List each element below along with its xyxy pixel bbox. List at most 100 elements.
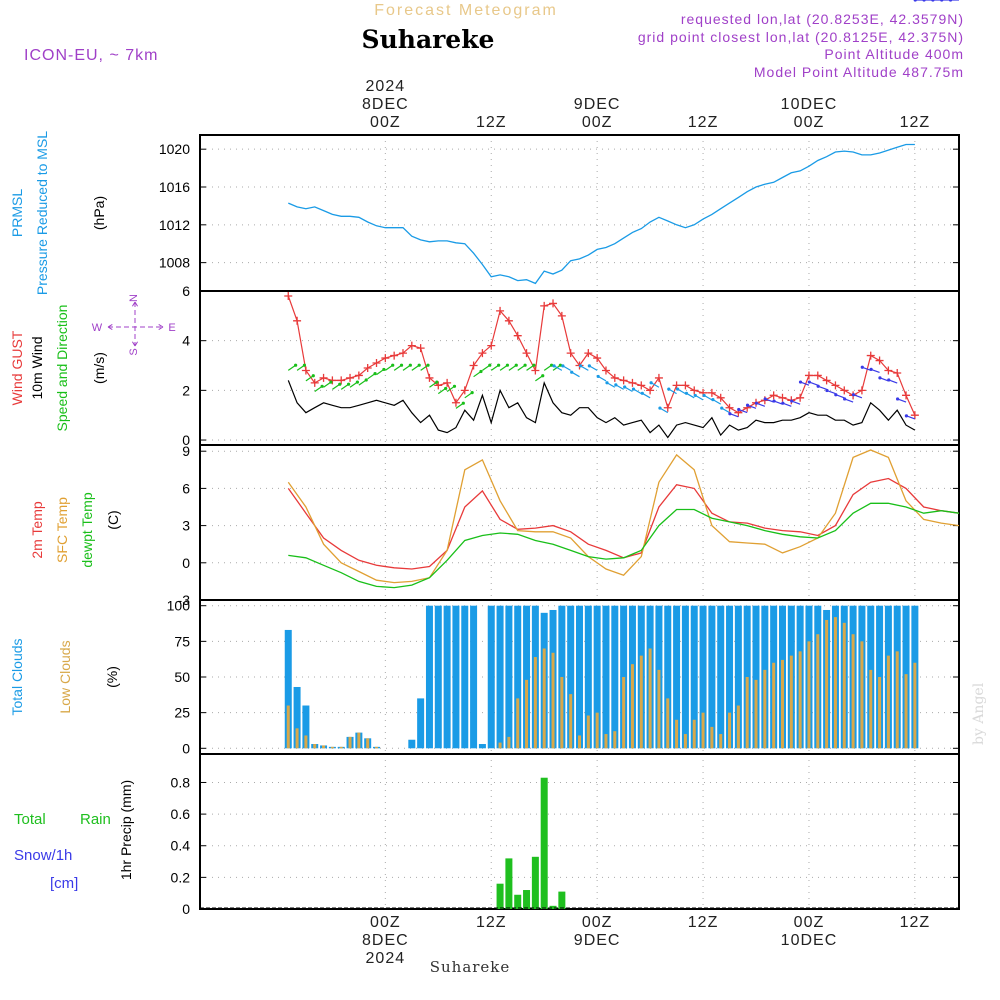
y-tick-label: 4	[182, 333, 190, 349]
gust-line	[287, 295, 916, 416]
gust-marker	[690, 386, 699, 395]
gust-marker	[469, 361, 478, 370]
requested-coordinates: requested lon,lat (20.8253E, 42.3579N)	[681, 11, 964, 27]
low-cloud-bar	[657, 669, 661, 749]
y-tick-label: 1012	[159, 217, 190, 233]
gust-marker	[451, 398, 460, 407]
y-tick-label: 0.2	[171, 869, 191, 885]
wind-direction-arrowhead	[754, 401, 758, 405]
wind-direction-arrowhead	[825, 388, 829, 393]
low-cloud-bar	[772, 662, 776, 749]
total-cloud-bar	[611, 605, 619, 749]
y-tick-label: 2	[182, 382, 190, 398]
total-cloud-bar	[434, 605, 442, 749]
low-cloud-bar	[886, 655, 890, 749]
low-cloud-bar	[604, 734, 608, 749]
gust-marker	[301, 366, 310, 375]
pressure-line	[288, 143, 915, 285]
wind-speed-line	[287, 380, 916, 439]
total-cloud-bar	[461, 605, 469, 749]
axis-label-unit: (m/s)	[91, 352, 107, 384]
label-total: Total	[14, 811, 46, 828]
low-cloud-bar	[701, 712, 705, 749]
gust-marker	[398, 349, 407, 358]
label-snow: Snow/1h	[14, 847, 72, 864]
low-cloud-bar	[780, 659, 784, 749]
low-cloud-bar	[560, 677, 564, 749]
y-tick-label: -3	[178, 592, 191, 608]
low-cloud-bar	[525, 679, 529, 749]
gust-marker	[487, 341, 496, 350]
low-cloud-bar	[692, 719, 696, 749]
low-cloud-bar	[807, 641, 811, 749]
gust-marker	[646, 386, 655, 395]
low-cloud-bar	[586, 715, 590, 749]
y-tick-label: 6	[182, 480, 190, 496]
gust-marker	[637, 381, 646, 390]
header: Forecast Meteogram Suhareke ICON-EU, ~ 7…	[24, 2, 964, 80]
gust-marker	[363, 364, 372, 372]
time-label: 10DEC	[781, 96, 838, 113]
gust-marker	[875, 356, 884, 365]
gust-marker	[725, 403, 734, 412]
rain-bar	[505, 858, 513, 909]
wind-direction-arrowhead	[426, 363, 430, 367]
gust-marker	[884, 366, 893, 375]
wind-direction-arrowhead	[772, 399, 776, 403]
gust-marker	[566, 349, 575, 358]
time-label: 8DEC	[362, 96, 409, 113]
wind-direction-arrowhead	[408, 363, 412, 367]
wind-direction-arrowhead	[614, 383, 618, 387]
total-cloud-bar	[443, 605, 451, 749]
low-cloud-bar	[904, 674, 908, 749]
wind-direction-arrowhead	[728, 412, 732, 416]
wind-direction-arrowhead	[658, 406, 662, 410]
credit-watermark: by Angel	[971, 682, 987, 745]
wind-direction-arrowhead	[338, 382, 342, 386]
gust-marker	[663, 403, 672, 412]
gust-marker	[610, 373, 619, 382]
low-cloud-bar	[842, 622, 846, 749]
wind-direction-arrowhead	[549, 363, 554, 367]
wind-direction-arrowhead	[558, 363, 562, 367]
total-cloud-bar	[496, 605, 504, 749]
low-cloud-bar	[798, 651, 802, 749]
total-cloud-bar	[602, 605, 610, 749]
gust-marker	[381, 354, 390, 363]
compass-east: E	[168, 322, 175, 334]
wind-direction-arrowhead	[605, 381, 609, 385]
low-cloud-bar	[622, 677, 626, 749]
gust-marker	[293, 316, 302, 325]
wind-direction-arrowhead	[373, 372, 377, 376]
low-cloud-bar	[498, 742, 502, 749]
low-cloud-bar	[613, 731, 617, 749]
wind-direction-arrowhead	[391, 363, 395, 367]
time-label: 2024	[366, 78, 406, 95]
total-cloud-bar	[487, 605, 495, 749]
gust-marker	[460, 386, 469, 395]
total-cloud-bar	[752, 605, 760, 749]
axis-label-wind10m: 10m Wind	[29, 336, 45, 399]
wind-direction-arrowhead	[693, 393, 697, 398]
total-cloud-bar	[726, 605, 734, 749]
axis-label-prmsl: PRMSL	[9, 189, 25, 237]
total-cloud-bar	[284, 629, 292, 749]
gust-marker	[769, 391, 778, 400]
gust-marker	[416, 344, 425, 353]
wind-direction-arrowhead	[570, 370, 574, 374]
low-cloud-bar	[745, 677, 749, 749]
total-cloud-bar	[673, 605, 681, 749]
rain-bar	[523, 890, 531, 909]
wind-direction-arrowhead	[860, 365, 864, 369]
low-cloud-bar	[639, 655, 643, 749]
gust-marker	[549, 299, 558, 308]
total-cloud-bar	[690, 605, 698, 749]
compass-south: S	[128, 348, 140, 355]
wind-direction-arrowhead	[798, 380, 803, 384]
wind-direction-arrowhead	[561, 364, 565, 368]
low-cloud-bar	[516, 698, 520, 749]
low-cloud-bar	[295, 728, 299, 749]
total-cloud-bar	[593, 605, 601, 749]
